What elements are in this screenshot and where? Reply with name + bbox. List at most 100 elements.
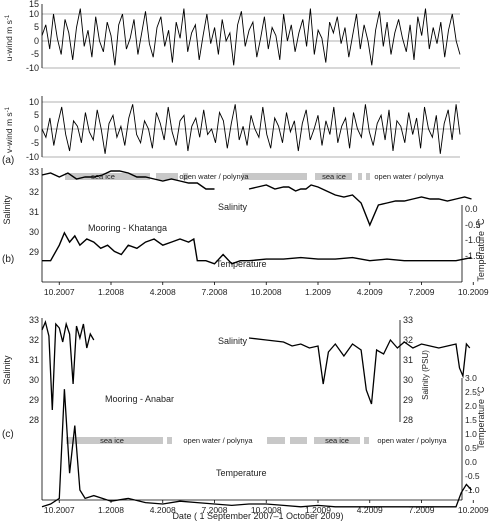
ice-bar bbox=[267, 437, 285, 444]
u-ytick: -5 bbox=[31, 49, 39, 59]
c-salinity-axis-label: Salinity bbox=[2, 355, 12, 385]
ice-bar bbox=[66, 437, 163, 444]
panel-a-label: (a) bbox=[2, 155, 14, 166]
x-tick-label: 7.2008 bbox=[202, 287, 228, 297]
c-ice-bars: sea ice open water / polynya sea ice ope… bbox=[66, 436, 447, 445]
c-temp-ytick: 0.5 bbox=[465, 443, 477, 453]
c-left-ytick: 28 bbox=[29, 415, 39, 425]
open-water-label: open water / polynya bbox=[183, 436, 253, 445]
c-sal-right-ytick: 31 bbox=[403, 355, 413, 365]
c-temp-ytick: 1.5 bbox=[465, 415, 477, 425]
b-mooring-label: Mooring - Khatanga bbox=[88, 223, 167, 233]
u-ytick: 15 bbox=[29, 0, 39, 9]
u-ytick: -10 bbox=[26, 63, 39, 73]
b-left-ytick: 30 bbox=[29, 227, 39, 237]
x-tick-label: 10.2008 bbox=[251, 505, 282, 515]
b-left-ytick: 29 bbox=[29, 247, 39, 257]
c-sal-right-ytick: 29 bbox=[403, 395, 413, 405]
b-temperature-curve-label: Temperature bbox=[216, 259, 267, 269]
c-sal-right-ytick: 28 bbox=[403, 415, 413, 425]
c-left-ytick: 31 bbox=[29, 355, 39, 365]
c-salinity-curve-label: Salinity bbox=[218, 336, 248, 346]
b-x-ticks: 10.2007 1.2008 4.2008 7.2008 10.2008 1.2009 4.… bbox=[44, 282, 489, 297]
x-tick-label: 4.2009 bbox=[357, 505, 383, 515]
b-ice-bars: sea ice open water / polynya sea ice ope… bbox=[65, 172, 444, 181]
u-ytick: 10 bbox=[29, 9, 39, 19]
c-salinity-line bbox=[41, 319, 95, 411]
b-left-ytick: 33 bbox=[29, 167, 39, 177]
b-salinity-line bbox=[248, 184, 472, 227]
b-right-ytick: -1.0 bbox=[465, 235, 481, 245]
c-sal-right-ytick: 33 bbox=[403, 315, 413, 325]
b-salinity-line bbox=[41, 170, 215, 190]
ice-bar bbox=[65, 173, 150, 180]
ice-bar bbox=[366, 173, 370, 180]
u-wind-series-line bbox=[41, 8, 461, 66]
b-temperature-line bbox=[42, 231, 472, 265]
c-temp-ytick: 2.0 bbox=[465, 401, 477, 411]
c-left-ytick: 33 bbox=[29, 315, 39, 325]
x-tick-label: 10.2009 bbox=[458, 505, 489, 515]
v-wind-panel: 10 5 0 -5 -10 v-wind m s-1 bbox=[4, 96, 461, 162]
c-salinity-psu-axis-label: Salinity (PSU) bbox=[421, 350, 430, 400]
sea-ice-label: sea ice bbox=[322, 172, 346, 181]
x-tick-label: 1.2009 bbox=[305, 287, 331, 297]
v-ytick: 5 bbox=[34, 110, 39, 120]
x-axis-label: Date ( 1 September 2007–1 October 2009) bbox=[172, 511, 343, 521]
open-water-label: open water / polynya bbox=[179, 172, 249, 181]
x-tick-label: 10.2009 bbox=[458, 287, 489, 297]
ice-bar bbox=[183, 173, 188, 180]
v-ytick: -5 bbox=[31, 138, 39, 148]
c-x-ticks: 10.2007 1.2008 4.2008 7.2008 10.2008 1.2009 4.… bbox=[44, 500, 489, 515]
sea-ice-label: sea ice bbox=[91, 172, 115, 181]
x-tick-label: 1.2009 bbox=[305, 505, 331, 515]
c-temperature-line bbox=[41, 389, 472, 508]
u-ytick: 0 bbox=[34, 36, 39, 46]
u-ytick: 5 bbox=[34, 22, 39, 32]
ice-bar bbox=[167, 437, 172, 444]
ice-bar bbox=[242, 173, 307, 180]
c-sal-right-ytick: 30 bbox=[403, 375, 413, 385]
ice-bar bbox=[364, 437, 369, 444]
x-tick-label: 1.2008 bbox=[98, 287, 124, 297]
v-ytick: 10 bbox=[29, 97, 39, 107]
c-left-ytick: 30 bbox=[29, 375, 39, 385]
b-right-ytick: 0.0 bbox=[465, 204, 478, 214]
open-water-label: open water / polynya bbox=[374, 172, 444, 181]
x-tick-label: 4.2008 bbox=[150, 505, 176, 515]
b-left-ytick: 32 bbox=[29, 187, 39, 197]
ice-bar bbox=[290, 437, 307, 444]
c-left-ytick: 29 bbox=[29, 395, 39, 405]
sea-ice-label: sea ice bbox=[325, 436, 349, 445]
x-tick-label: 10.2007 bbox=[44, 287, 75, 297]
c-temp-ytick: 0.0 bbox=[465, 457, 477, 467]
b-right-ytick: -0.5 bbox=[465, 220, 481, 230]
khatanga-panel: sea ice open water / polynya sea ice ope… bbox=[2, 167, 489, 297]
v-wind-series-line bbox=[41, 104, 461, 154]
x-tick-label: 7.2009 bbox=[409, 505, 435, 515]
v-ytick: 0 bbox=[34, 124, 39, 134]
x-tick-label: 4.2009 bbox=[357, 287, 383, 297]
sea-ice-label: sea ice bbox=[100, 436, 124, 445]
b-salinity-axis-label: Salinity bbox=[2, 195, 12, 225]
c-temp-ytick: 3.0 bbox=[465, 373, 477, 383]
anabar-panel: 33 32 31 30 29 28 Salinity 33 32 31 30 2… bbox=[2, 315, 489, 515]
u-wind-panel: 15 10 5 0 -5 -10 u-wind m s-1 bbox=[4, 0, 461, 73]
open-water-label: open water / polynya bbox=[377, 436, 447, 445]
c-temperature-axis-label: Temperature °C bbox=[476, 386, 486, 450]
c-sal-right-ytick: 32 bbox=[403, 335, 413, 345]
ice-bar bbox=[314, 437, 360, 444]
x-tick-label: 4.2008 bbox=[150, 287, 176, 297]
c-left-ytick: 32 bbox=[29, 335, 39, 345]
panel-b-label: (b) bbox=[2, 254, 14, 265]
c-mooring-label: Mooring - Anabar bbox=[105, 394, 174, 404]
u-wind-axis-label: u-wind m s-1 bbox=[4, 14, 14, 61]
b-salinity-curve-label: Salinity bbox=[218, 202, 248, 212]
c-temp-ytick: -1.0 bbox=[465, 485, 480, 495]
ice-bar bbox=[156, 173, 178, 180]
x-tick-label: 10.2007 bbox=[44, 505, 75, 515]
c-temp-ytick: 1.0 bbox=[465, 429, 477, 439]
b-right-ytick: -1.5 bbox=[465, 251, 481, 261]
x-tick-label: 10.2008 bbox=[251, 287, 282, 297]
